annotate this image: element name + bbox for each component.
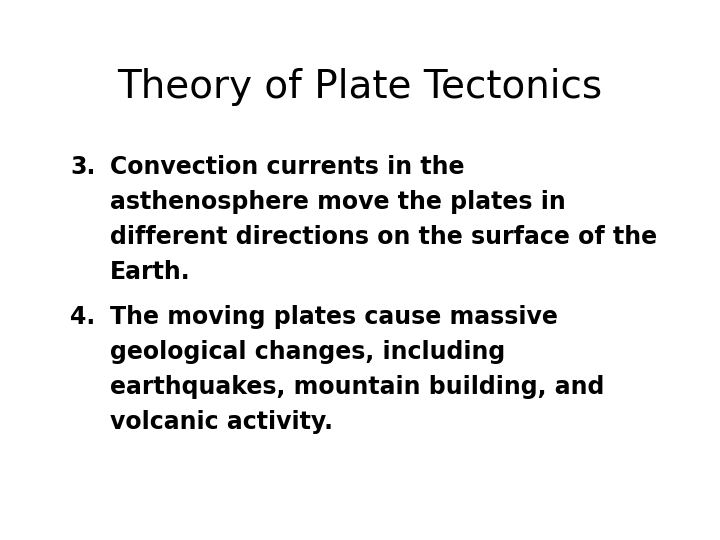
- Text: volcanic activity.: volcanic activity.: [110, 410, 333, 434]
- Text: different directions on the surface of the: different directions on the surface of t…: [110, 225, 657, 249]
- Text: Theory of Plate Tectonics: Theory of Plate Tectonics: [117, 68, 603, 105]
- Text: 4.: 4.: [70, 305, 95, 329]
- Text: The moving plates cause massive: The moving plates cause massive: [110, 305, 558, 329]
- Text: Convection currents in the: Convection currents in the: [110, 155, 464, 179]
- Text: Earth.: Earth.: [110, 260, 191, 284]
- Text: asthenosphere move the plates in: asthenosphere move the plates in: [110, 190, 566, 214]
- Text: 3.: 3.: [70, 155, 95, 179]
- Text: earthquakes, mountain building, and: earthquakes, mountain building, and: [110, 375, 604, 399]
- Text: geological changes, including: geological changes, including: [110, 340, 505, 364]
